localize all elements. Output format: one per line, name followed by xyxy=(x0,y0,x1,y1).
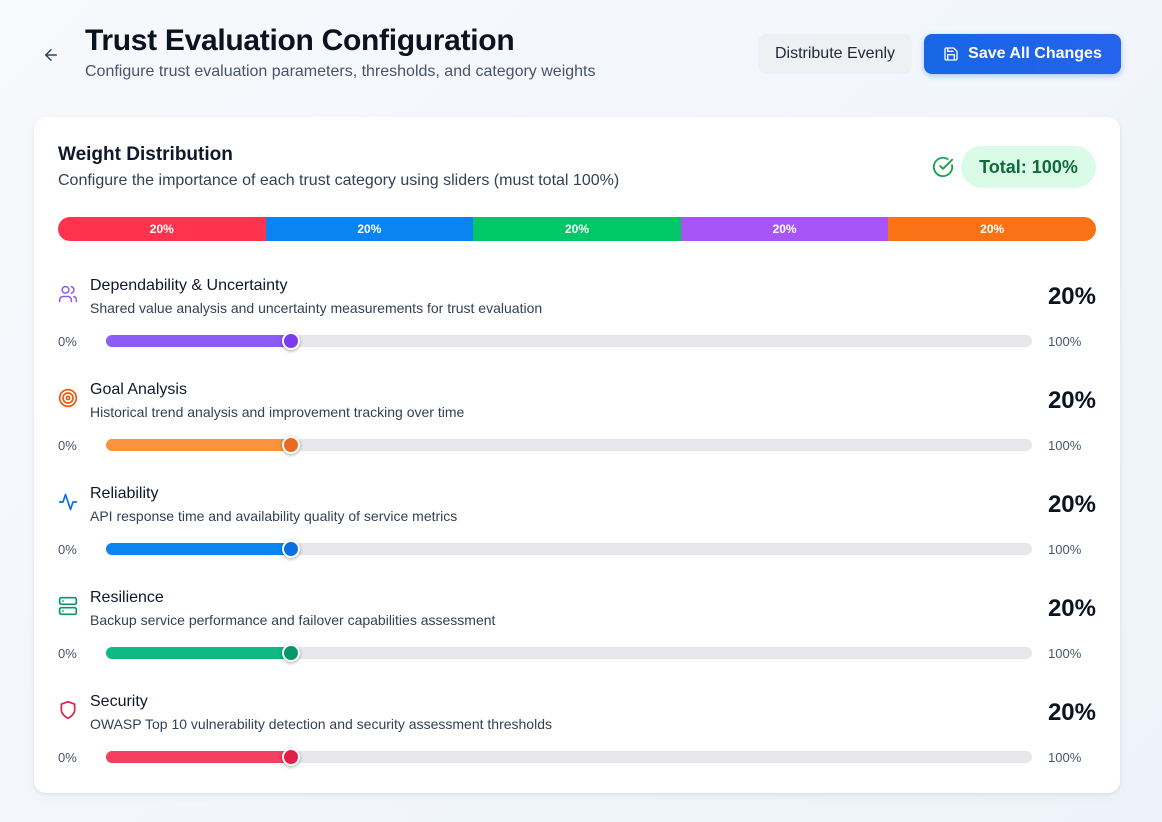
category-percent: 20% xyxy=(1047,595,1096,622)
total-badge: Total: 100% xyxy=(961,146,1096,188)
slider-thumb[interactable] xyxy=(282,748,301,766)
category-row: Dependability & Uncertainty Shared value… xyxy=(58,277,1096,377)
weight-slider[interactable] xyxy=(106,332,1032,350)
slider-max-label: 100% xyxy=(1048,334,1082,349)
check-circle-icon xyxy=(932,156,954,177)
slider-thumb[interactable] xyxy=(282,540,301,558)
category-description: API response time and availability quali… xyxy=(90,508,458,524)
category-percent: 20% xyxy=(1047,491,1096,518)
category-name: Security xyxy=(90,693,148,710)
category-name: Reliability xyxy=(90,485,159,502)
slider-fill xyxy=(106,439,292,451)
category-percent: 20% xyxy=(1047,387,1096,414)
slider-max-label: 100% xyxy=(1048,646,1082,661)
weight-slider[interactable] xyxy=(106,540,1032,558)
page-title: Trust Evaluation Configuration xyxy=(85,24,515,57)
save-button-label: Save All Changes xyxy=(968,45,1102,62)
slider-fill xyxy=(106,543,292,555)
category-description: Historical trend analysis and improvemen… xyxy=(90,404,465,420)
users-icon xyxy=(58,284,78,304)
slider-fill xyxy=(106,647,292,659)
activity-icon xyxy=(58,492,78,512)
slider-max-label: 100% xyxy=(1048,438,1082,453)
distribution-segment: 20% xyxy=(265,217,474,241)
slider-max-label: 100% xyxy=(1048,542,1082,557)
category-row: Security OWASP Top 10 vulnerability dete… xyxy=(58,693,1096,793)
category-row: Reliability API response time and availa… xyxy=(58,485,1096,585)
distribution-segment: 20% xyxy=(680,217,889,241)
slider-thumb[interactable] xyxy=(282,332,301,350)
weight-slider[interactable] xyxy=(106,436,1032,454)
server-icon xyxy=(58,596,78,616)
slider-fill xyxy=(106,335,292,347)
weight-distribution-card: Weight Distribution Configure the import… xyxy=(34,117,1120,793)
distribute-evenly-button[interactable]: Distribute Evenly xyxy=(758,34,912,74)
category-row: Goal Analysis Historical trend analysis … xyxy=(58,381,1096,481)
category-description: Shared value analysis and uncertainty me… xyxy=(90,300,543,316)
distribution-segment: 20% xyxy=(473,217,681,241)
slider-min-label: 0% xyxy=(58,750,77,765)
arrow-left-icon xyxy=(45,49,57,61)
slider-min-label: 0% xyxy=(58,646,77,661)
distribution-segment: 20% xyxy=(58,217,266,241)
slider-fill xyxy=(106,751,292,763)
category-percent: 20% xyxy=(1047,283,1096,310)
category-name: Resilience xyxy=(90,589,164,606)
weight-slider[interactable] xyxy=(106,644,1032,662)
slider-min-label: 0% xyxy=(58,542,77,557)
back-button[interactable] xyxy=(38,42,64,68)
page-header: Trust Evaluation Configuration Configure… xyxy=(0,0,1162,100)
slider-max-label: 100% xyxy=(1048,750,1082,765)
weight-slider[interactable] xyxy=(106,748,1032,766)
distribution-bar: 20% 20% 20% 20% 20% xyxy=(58,217,1096,241)
card-subtitle: Configure the importance of each trust c… xyxy=(58,172,620,189)
slider-thumb[interactable] xyxy=(282,436,301,454)
distribution-segment: 20% xyxy=(888,217,1096,241)
category-percent: 20% xyxy=(1047,699,1096,726)
target-icon xyxy=(58,388,78,408)
shield-icon xyxy=(58,700,78,720)
slider-thumb[interactable] xyxy=(282,644,301,662)
category-row: Resilience Backup service performance an… xyxy=(58,589,1096,689)
card-title: Weight Distribution xyxy=(58,144,233,165)
slider-min-label: 0% xyxy=(58,438,77,453)
category-description: Backup service performance and failover … xyxy=(90,612,496,628)
category-description: OWASP Top 10 vulnerability detection and… xyxy=(90,716,552,732)
save-all-changes-button[interactable]: Save All Changes xyxy=(924,34,1121,74)
category-name: Goal Analysis xyxy=(90,381,187,398)
category-name: Dependability & Uncertainty xyxy=(90,277,288,294)
slider-min-label: 0% xyxy=(58,334,77,349)
page-subtitle: Configure trust evaluation parameters, t… xyxy=(85,63,596,80)
save-icon xyxy=(944,47,958,61)
